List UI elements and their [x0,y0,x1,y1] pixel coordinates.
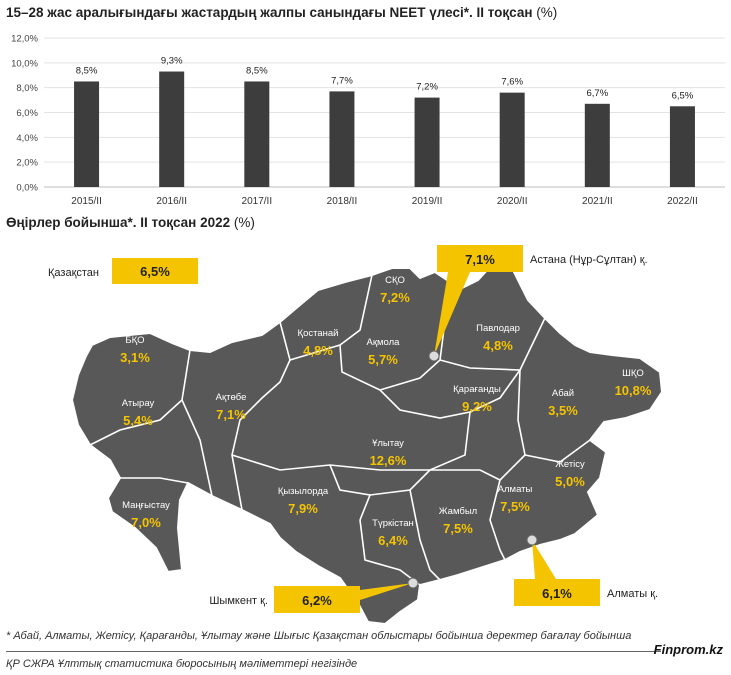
region-name: Жамбыл [439,506,477,517]
kazakhstan-label: Қазақстан [48,267,99,279]
y-tick-label: 6,0% [16,108,38,119]
astana-pointer [434,272,470,356]
region-name: Маңғыстау [122,500,170,511]
bar-2018/II [329,91,355,187]
region-name: Атырау [122,398,155,409]
map-title: Өңірлер бойынша*. II тоқсан 2022 (%) [6,215,255,230]
region-name: СҚО [385,275,405,286]
x-tick-label: 2017/II [242,196,273,207]
x-tick-label: 2015/II [71,196,102,207]
data-label: 7,7% [331,75,353,86]
data-label: 6,5% [672,90,694,101]
kazakhstan-outline [70,265,664,626]
region-name: Қарағанды [453,384,501,395]
astana-value: 7,1% [465,252,495,267]
region-value: 3,1% [120,350,150,365]
bar-2020/II [499,92,525,187]
astana-label: Астана (Нұр-Сұлтан) қ. [530,254,648,266]
brand-logo-text: Finprom.kz [653,642,723,657]
x-tick-label: 2016/II [156,196,187,207]
divider [6,651,661,652]
shymkent-box [274,586,360,613]
data-label: 7,2% [416,82,438,93]
kazakhstan-map [70,265,664,626]
astana-marker [428,350,440,362]
region-value: 9,2% [462,399,492,414]
almaty-city-label: Алматы қ. [607,588,658,600]
footnote: * Абай, Алматы, Жетісу, Қарағанды, Ұлыта… [6,630,632,642]
data-label: 7,6% [501,77,523,88]
region-name: Жетісу [555,459,585,470]
x-tick-label: 2018/II [327,196,358,207]
bar-2017/II [244,81,270,187]
x-tick-label: 2020/II [497,196,528,207]
bar-2019/II [414,97,440,187]
region-borders [89,274,591,586]
region-value: 7,5% [500,499,530,514]
region-value: 7,1% [216,407,246,422]
y-tick-label: 2,0% [16,158,38,169]
almaty-city-value: 6,1% [542,586,572,601]
shymkent-label: Шымкент қ. [209,595,268,607]
bar-2016/II [159,71,185,187]
bar-2015/II [74,81,100,187]
y-tick-label: 4,0% [16,133,38,144]
region-name: Павлодар [476,323,520,334]
region-value: 4,8% [483,338,513,353]
region-value: 10,8% [615,383,652,398]
data-label: 8,5% [76,65,98,76]
kazakhstan-box [112,258,198,284]
region-map: СҚО 7,2% Қостанай 4,8% Ақмола 5,7% Павлодар 4,8… [48,245,664,626]
y-tick-label: 8,0% [16,83,38,94]
source-note: ҚР СЖРА Ұлттық статистика бюросының мәлі… [6,658,358,670]
shymkent-pointer [360,583,413,600]
region-name: Ақтөбе [216,392,247,403]
y-tick-label: 10,0% [11,58,38,69]
region-name: Абай [552,388,574,399]
data-label: 8,5% [246,65,268,76]
region-name: Қызылорда [278,486,329,497]
region-name: ШҚО [622,368,644,379]
region-name: БҚО [125,335,144,346]
region-value: 5,0% [555,474,585,489]
almaty-city-marker [526,534,538,546]
region-value: 7,2% [380,290,410,305]
y-tick-label: 12,0% [11,34,38,45]
region-name: Қостанай [298,328,339,339]
bar-2021/II [584,103,610,187]
shymkent-value: 6,2% [302,593,332,608]
x-tick-label: 2019/II [412,196,443,207]
region-name: Ақмола [367,337,401,348]
region-value: 3,5% [548,403,578,418]
bar-chart-title: 15–28 жас аралығындағы жастардың жалпы с… [6,5,558,20]
shymkent-marker [407,577,419,589]
region-name: Түркістан [372,518,414,529]
almaty-city-box [514,579,600,606]
data-label: 6,7% [586,88,608,99]
bar-2022/II [669,106,695,187]
x-tick-label: 2021/II [582,196,613,207]
region-name: Алматы [498,484,533,495]
astana-box [437,245,523,272]
almaty-city-pointer [532,540,556,579]
y-tick-label: 0,0% [16,183,38,194]
bar-chart: 0,0% 2,0% 4,0% 6,0% 8,0% 10,0% 12,0% 8,5% 2015/I… [11,34,725,207]
region-value: 4,8% [303,343,333,358]
data-label: 9,3% [161,56,183,67]
region-value: 5,7% [368,352,398,367]
region-name: Ұлытау [372,438,404,449]
region-value: 7,5% [443,521,473,536]
region-value: 12,6% [370,453,407,468]
region-value: 7,9% [288,501,318,516]
x-tick-label: 2022/II [667,196,698,207]
region-value: 6,4% [378,533,408,548]
region-value: 5,4% [123,413,153,428]
region-value: 7,0% [131,515,161,530]
kazakhstan-value: 6,5% [140,264,170,279]
